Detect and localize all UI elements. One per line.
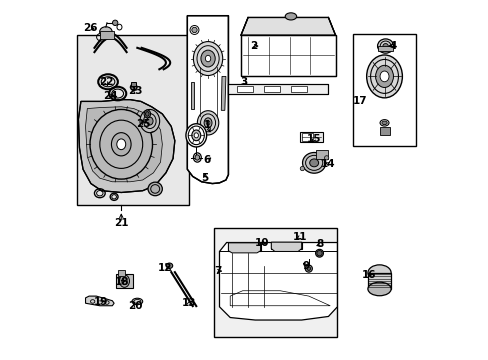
Polygon shape [221,76,225,111]
Ellipse shape [140,109,160,133]
Polygon shape [241,18,335,35]
Ellipse shape [111,133,131,156]
Ellipse shape [366,55,402,98]
Bar [214,228,337,337]
Ellipse shape [315,249,323,257]
Text: 22: 22 [99,77,113,87]
Ellipse shape [206,121,209,125]
Bar [367,273,390,289]
Text: 11: 11 [292,232,306,242]
Ellipse shape [90,109,152,179]
Bar [379,127,389,135]
Ellipse shape [191,27,197,33]
Polygon shape [228,84,328,94]
Text: 20: 20 [128,301,142,311]
Ellipse shape [194,133,198,138]
Ellipse shape [367,265,390,281]
Text: 16: 16 [361,270,375,280]
Bar [315,150,328,159]
Ellipse shape [377,39,393,53]
Ellipse shape [144,110,150,118]
Ellipse shape [112,20,118,26]
Ellipse shape [379,71,388,82]
Bar [131,82,136,86]
Text: 12: 12 [158,262,172,273]
Ellipse shape [324,156,328,160]
Text: 3: 3 [240,77,247,87]
Text: 7: 7 [214,266,221,276]
Ellipse shape [201,50,215,67]
Ellipse shape [302,153,325,173]
Bar [264,86,280,92]
Bar [353,33,415,146]
Text: 2: 2 [249,41,257,51]
Text: 24: 24 [103,91,118,101]
Bar [237,86,253,92]
Bar [290,86,306,92]
Text: 14: 14 [321,159,335,169]
Ellipse shape [367,282,390,296]
Ellipse shape [148,182,162,196]
Ellipse shape [132,298,142,305]
Ellipse shape [300,166,304,171]
Ellipse shape [306,267,310,270]
Ellipse shape [130,84,137,90]
Bar [116,274,133,288]
Text: 10: 10 [254,238,268,248]
Text: 26: 26 [83,23,97,33]
Text: 6: 6 [203,156,210,165]
Text: 9: 9 [302,261,309,271]
Ellipse shape [119,275,129,287]
Polygon shape [190,82,194,109]
Polygon shape [187,16,228,184]
Bar [377,46,392,51]
Ellipse shape [185,124,206,147]
Bar [77,35,189,205]
Text: 19: 19 [94,297,108,307]
Text: 18: 18 [115,277,129,287]
Ellipse shape [100,27,112,37]
Text: 25: 25 [136,118,151,129]
Polygon shape [78,100,175,193]
Ellipse shape [285,13,296,20]
Ellipse shape [316,251,322,256]
Bar [100,31,114,39]
Ellipse shape [205,55,210,62]
Ellipse shape [382,44,387,49]
Polygon shape [271,242,301,251]
Ellipse shape [203,118,212,128]
Ellipse shape [146,117,153,125]
Text: 23: 23 [128,86,142,96]
Ellipse shape [195,155,199,160]
Bar [302,133,312,141]
Text: 13: 13 [182,298,196,308]
Ellipse shape [305,265,312,272]
Ellipse shape [197,111,218,135]
Ellipse shape [117,139,125,150]
Bar [271,242,301,249]
Polygon shape [85,296,114,306]
Bar [228,243,260,251]
Text: 15: 15 [306,134,321,144]
Text: 4: 4 [388,41,396,51]
Text: 1: 1 [203,120,210,130]
Polygon shape [241,35,335,76]
Ellipse shape [191,130,201,141]
Ellipse shape [145,112,149,116]
Polygon shape [219,243,337,320]
Text: 8: 8 [316,239,323,249]
Text: 21: 21 [114,218,128,228]
Ellipse shape [375,65,393,87]
Text: 5: 5 [201,173,208,183]
Ellipse shape [193,41,222,76]
Ellipse shape [381,121,386,125]
Ellipse shape [309,159,318,167]
Bar [299,132,323,142]
Polygon shape [85,107,162,182]
Polygon shape [228,243,260,253]
Bar [118,270,124,276]
Text: 17: 17 [352,96,367,107]
Ellipse shape [166,263,172,269]
